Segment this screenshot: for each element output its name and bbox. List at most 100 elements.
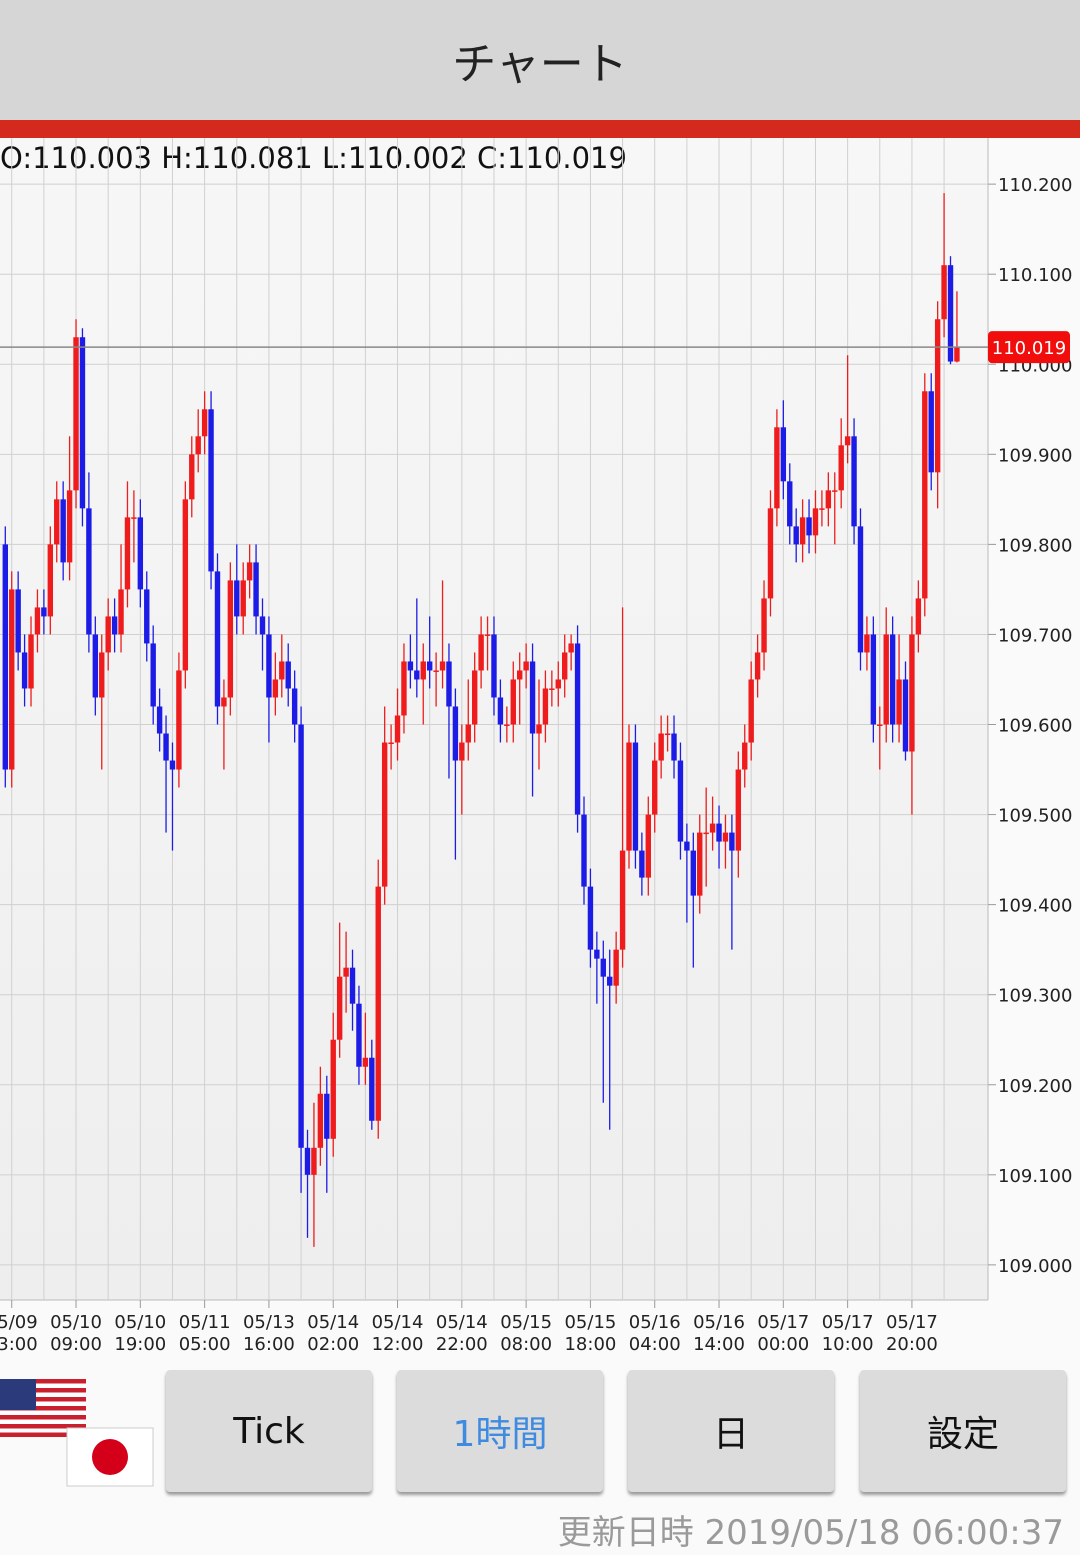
candle-body [523,661,529,671]
y-tick-label: 109.700 [998,625,1072,646]
x-tick-time: 12:00 [372,1334,424,1355]
candle-body [864,634,870,653]
candle-body [889,634,896,725]
x-tick-date: 05/17 [822,1312,874,1333]
y-tick-label: 110.200 [998,175,1072,196]
candle-body [253,562,259,617]
candle-body [259,616,266,635]
current-price-box [988,331,1070,364]
candle-body [787,481,793,527]
candle-body [626,742,632,851]
update-label: 更新日時 [557,1513,694,1553]
candle-body [439,661,446,671]
candle-body [79,337,86,509]
candle-body [549,688,555,690]
candle-body [799,517,806,545]
candle-body [189,454,195,500]
candle-body [754,652,761,680]
candle-body [291,688,298,725]
candle-body [60,499,66,563]
candle-body [118,589,124,635]
candle-body [664,733,671,736]
candle-body [150,643,156,707]
x-tick-date: 05/13 [243,1312,295,1333]
candle-body [446,661,452,707]
candle-body [870,634,877,725]
candle-body [111,616,118,635]
y-tick-label: 109.500 [998,806,1072,827]
app-header: チャート [0,0,1080,120]
candle-body [780,427,787,482]
candle-body [954,347,960,362]
candle-body [471,670,478,725]
candle-body [684,841,690,851]
candle-body [697,832,703,896]
candle-body [677,760,684,842]
candle-body [690,850,697,896]
candle-body [529,661,536,734]
candle-body [420,661,426,680]
candle-body [349,967,356,1004]
candle-body [812,508,819,536]
candle-body [92,634,99,698]
candle-body [401,661,407,716]
x-tick-date: 05/17 [886,1312,938,1333]
candle-body [742,742,748,770]
candle-body [594,949,600,959]
candle-body [246,562,253,581]
chart: O:110.003 H:110.081 L:110.002 C:110.019 … [0,138,1072,1355]
candle-body [825,490,832,509]
candle-body [240,580,246,617]
candle-body [497,697,504,725]
x-tick-date: 05/11 [179,1312,231,1333]
accent-bar [0,120,1080,138]
candle-body [304,1147,311,1175]
x-tick-date: 05/14 [307,1312,359,1333]
candle-body [639,850,645,878]
candle-body [947,265,954,362]
candle-body [838,445,844,491]
candle-body [536,724,542,734]
jp-flag [66,1427,154,1487]
candle-body [47,544,54,617]
candle-body [208,409,214,572]
x-tick-time: 19:00 [114,1334,166,1355]
y-tick-label: 109.600 [998,716,1072,737]
candle-body [851,436,857,527]
y-tick-label: 109.900 [998,445,1072,466]
candle-body [619,850,626,950]
candle-body [735,769,742,851]
candle-body [722,832,729,842]
candle-body [716,823,722,842]
currency-flags [0,1379,154,1487]
tick-button[interactable]: Tick [166,1370,372,1492]
x-tick-date: 05/16 [629,1312,681,1333]
candle-body [86,508,92,635]
x-tick-time: 00:00 [757,1334,809,1355]
candle-body [41,607,47,617]
candle-body [279,661,285,680]
candle-body [131,517,137,519]
candle-body [902,679,909,752]
candle-body [484,634,491,636]
x-tick-date: 05/14 [372,1312,424,1333]
current-price-label: 110.019 [992,338,1066,359]
x-tick-date: 05/15 [500,1312,552,1333]
candle-body [362,1057,369,1067]
candle-body [928,391,934,473]
candle-body [163,733,169,761]
candle-body [806,517,812,536]
y-tick-label: 109.400 [998,896,1072,917]
candle-body [105,616,111,653]
settings-button[interactable]: 設定 [860,1370,1066,1492]
day-button[interactable]: 日 [628,1370,834,1492]
candle-body [195,436,201,455]
x-tick-date: 05/14 [436,1312,488,1333]
update-time: 更新日時 2019/05/18 06:00:37 [558,1505,1064,1554]
candle-body [844,436,851,446]
candle-body [407,661,414,671]
hour-button[interactable]: 1時間 [397,1370,603,1492]
candle-body [73,337,79,491]
candle-body [369,1057,375,1121]
y-tick-label: 109.000 [998,1256,1072,1277]
